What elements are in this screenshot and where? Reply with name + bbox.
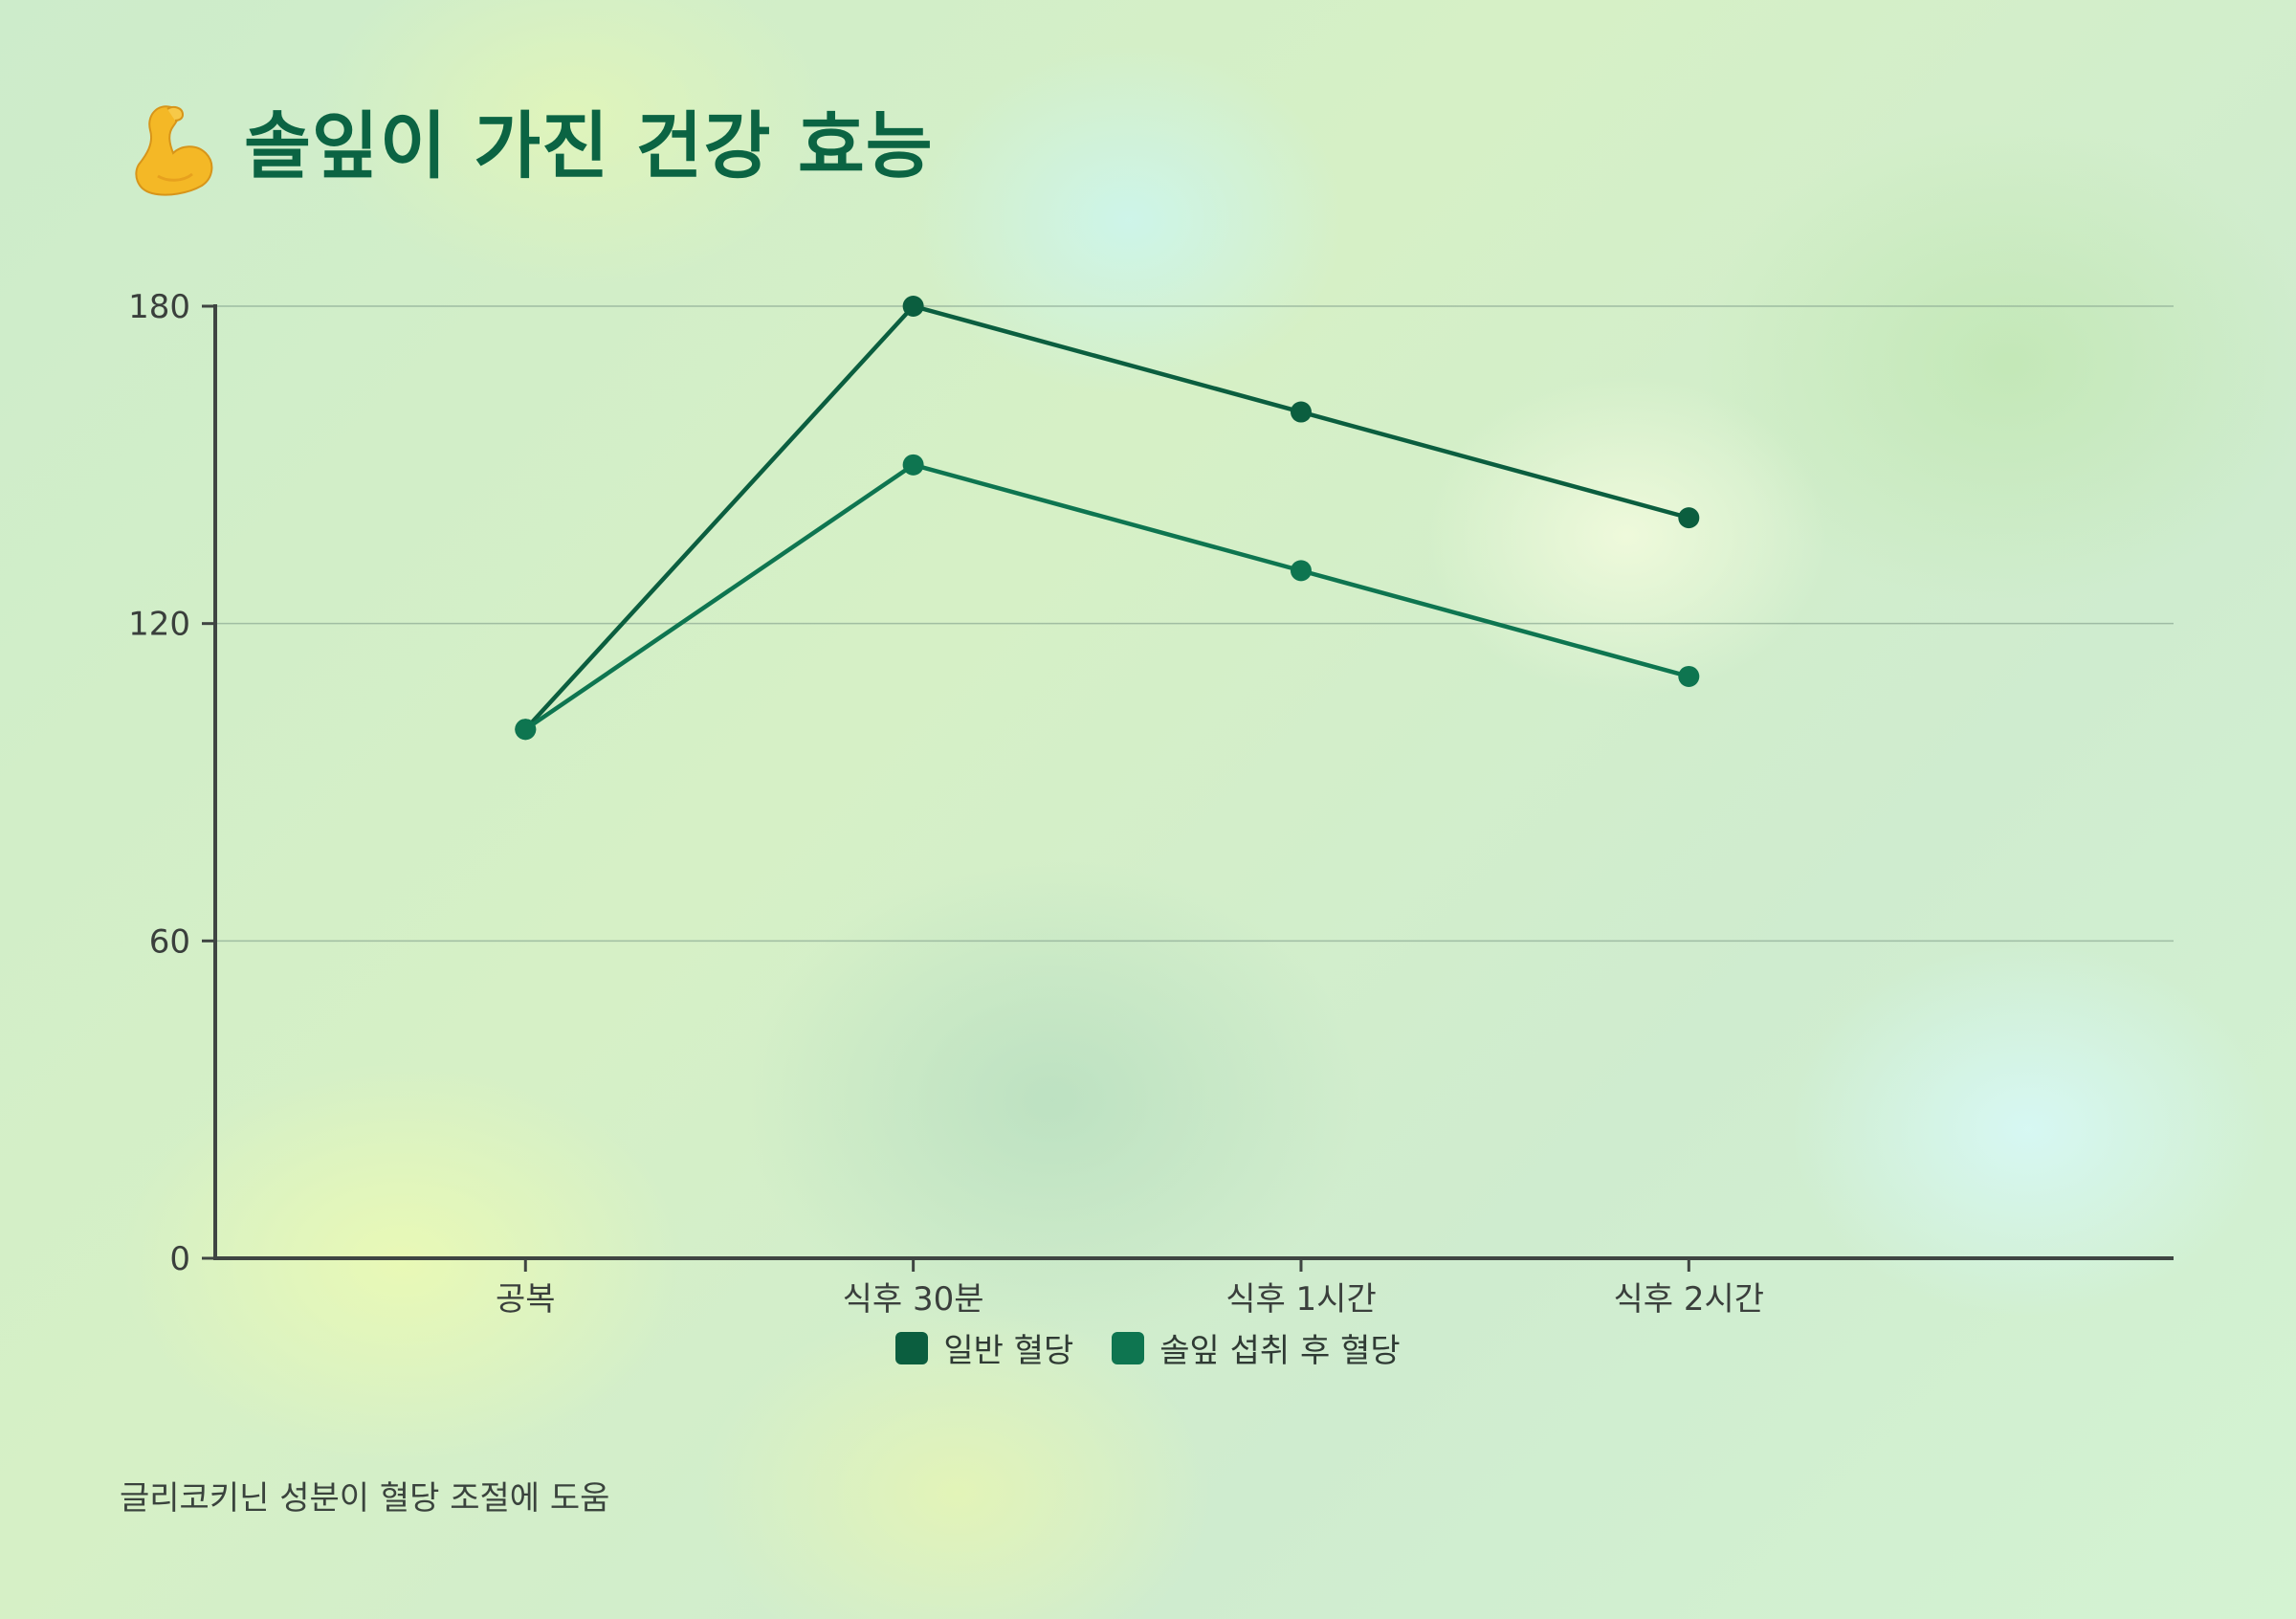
legend-label: 일반 혈당 xyxy=(943,1332,1074,1370)
series-line-1 xyxy=(524,462,1689,732)
legend-swatch xyxy=(1112,1331,1145,1364)
data-point xyxy=(902,454,924,476)
data-point xyxy=(902,296,924,317)
data-point xyxy=(515,719,537,741)
legend-swatch xyxy=(895,1331,929,1364)
chart-legend: 일반 혈당 솔잎 섭취 후 혈당 xyxy=(0,1324,2296,1371)
x-tick-label: 공복 xyxy=(496,1280,556,1319)
legend-item: 일반 혈당 xyxy=(895,1324,1073,1371)
y-tick-label: 120 xyxy=(128,606,190,644)
y-tick-label: 180 xyxy=(128,288,190,326)
data-point xyxy=(1290,401,1312,423)
y-tick-label: 0 xyxy=(169,1240,190,1278)
data-point xyxy=(1290,560,1312,582)
y-tick-label: 60 xyxy=(149,922,190,961)
chart-title-text: 솔잎이 가진 건강 효능 xyxy=(244,103,934,189)
chart-title: 솔잎이 가진 건강 효능 xyxy=(129,94,934,199)
flexed-biceps-icon xyxy=(135,105,213,196)
legend-item: 솔잎 섭취 후 혈당 xyxy=(1112,1324,1401,1371)
chart-footnote: 글리코키닌 성분이 혈당 조절에 도움 xyxy=(120,1479,610,1518)
x-tick-label: 식후 30분 xyxy=(843,1280,984,1319)
series-line-0 xyxy=(523,303,1689,731)
legend-label: 솔잎 섭취 후 혈당 xyxy=(1159,1332,1401,1370)
x-tick-label: 식후 2시간 xyxy=(1614,1280,1765,1319)
x-tick-label: 식후 1시간 xyxy=(1225,1280,1377,1319)
data-point xyxy=(1678,507,1700,529)
data-point xyxy=(1678,665,1700,687)
